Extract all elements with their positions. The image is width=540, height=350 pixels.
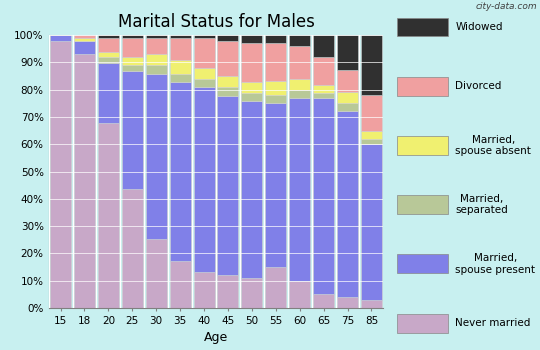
Bar [50,35,71,41]
Bar [98,63,119,123]
Bar [265,82,286,95]
Bar [193,272,214,308]
Bar [289,46,310,79]
FancyBboxPatch shape [397,136,448,155]
FancyBboxPatch shape [397,18,448,36]
Bar [361,95,382,131]
Bar [241,82,262,93]
Bar [98,51,119,57]
Bar [218,76,239,88]
Bar [265,95,286,103]
Text: Divorced: Divorced [455,81,502,91]
Bar [74,35,95,38]
Bar [122,35,143,38]
Bar [98,57,119,63]
Bar [146,74,167,239]
Bar [170,74,191,82]
Title: Marital Status for Males: Marital Status for Males [118,13,314,31]
Bar [218,88,239,96]
Bar [337,297,358,308]
Text: Never married: Never married [455,318,531,328]
Bar [122,65,143,71]
Bar [361,139,382,144]
Bar [170,38,191,60]
Text: Married,
separated: Married, separated [455,194,508,215]
Bar [193,88,214,272]
Bar [122,57,143,65]
Bar [146,35,167,38]
Bar [361,131,382,139]
Bar [313,294,334,308]
Bar [193,79,214,88]
Text: Married,
spouse absent: Married, spouse absent [455,135,531,156]
Bar [218,96,239,275]
Bar [50,41,71,308]
Bar [193,38,214,68]
Text: Married,
spouse present: Married, spouse present [455,253,536,275]
Bar [265,43,286,82]
Bar [361,35,382,95]
Bar [170,35,191,38]
Bar [193,35,214,38]
Bar [146,239,167,308]
FancyBboxPatch shape [397,254,448,273]
Bar [218,35,239,41]
Bar [122,71,143,189]
Bar [98,123,119,308]
Bar [122,38,143,57]
Bar [265,267,286,308]
Bar [337,103,358,111]
Bar [361,300,382,308]
Bar [265,35,286,43]
Bar [218,275,239,308]
Bar [289,90,310,98]
Bar [313,57,334,85]
Bar [289,281,310,308]
FancyBboxPatch shape [397,314,448,332]
Bar [98,38,119,51]
Bar [241,93,262,101]
X-axis label: Age: Age [204,331,228,344]
Bar [337,70,358,92]
Bar [361,144,382,300]
Bar [74,38,95,41]
Bar [146,54,167,65]
Bar [170,60,191,74]
Bar [241,43,262,82]
FancyBboxPatch shape [397,195,448,214]
Bar [193,68,214,79]
Bar [146,38,167,54]
Bar [74,54,95,308]
Bar [337,35,358,70]
Bar [313,93,334,98]
Bar [241,35,262,43]
Bar [337,111,358,297]
Text: city-data.com: city-data.com [476,2,537,11]
Bar [337,92,358,103]
Bar [265,103,286,267]
Bar [241,101,262,278]
Bar [241,278,262,308]
Bar [122,189,143,308]
FancyBboxPatch shape [397,77,448,96]
Bar [146,65,167,74]
Bar [313,35,334,57]
Bar [313,98,334,294]
Bar [289,35,310,46]
Bar [313,85,334,93]
Bar [98,35,119,38]
Bar [74,41,95,54]
Bar [170,82,191,261]
Bar [289,79,310,90]
Bar [218,41,239,76]
Text: Widowed: Widowed [455,22,503,32]
Bar [289,98,310,281]
Bar [170,261,191,308]
